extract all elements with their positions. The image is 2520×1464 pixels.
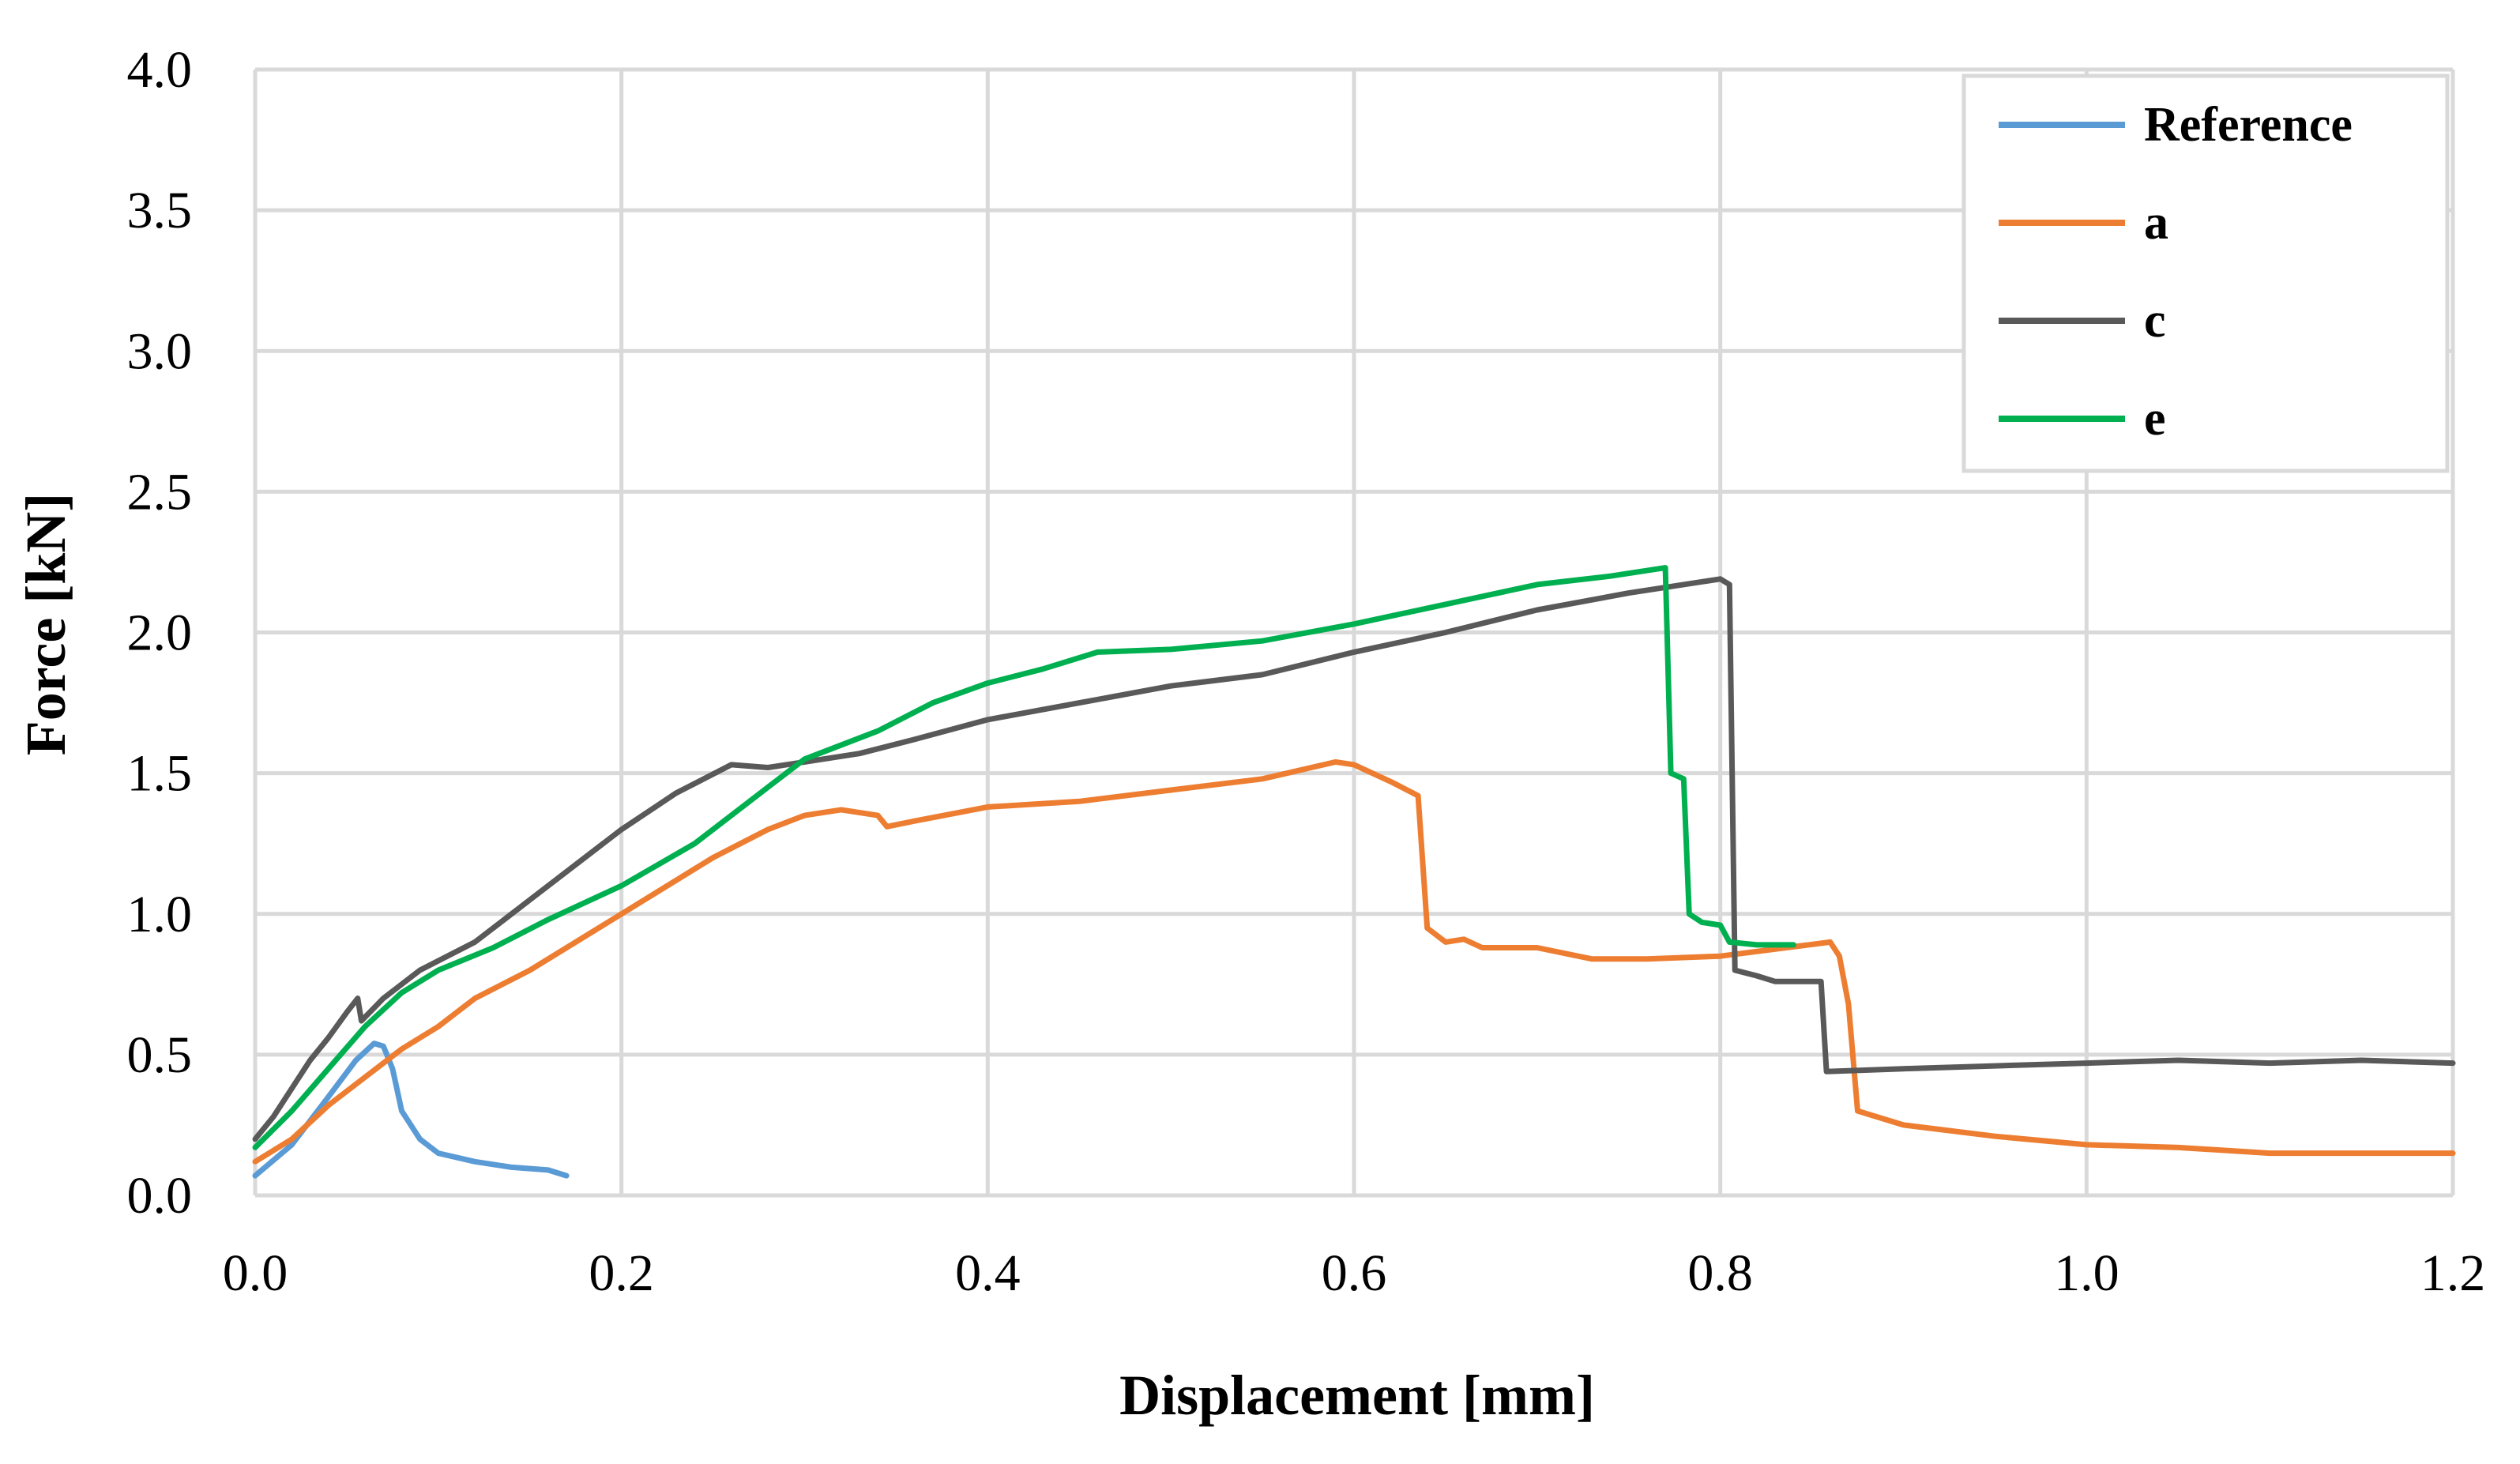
series-line-reference bbox=[252, 1041, 570, 1179]
y-tick-label: 2.0 bbox=[127, 604, 193, 662]
x-tick-label: 1.2 bbox=[2420, 1244, 2486, 1302]
series-line-e bbox=[252, 565, 1796, 1150]
x-axis-title: Displacement [mm] bbox=[1119, 1364, 1595, 1427]
y-tick-label: 1.0 bbox=[127, 886, 193, 943]
y-tick-label: 2.5 bbox=[127, 463, 193, 521]
y-tick-label: 0.0 bbox=[127, 1167, 193, 1225]
series-line-a bbox=[252, 758, 2456, 1165]
legend-box bbox=[1961, 73, 2450, 473]
y-tick-label: 3.5 bbox=[127, 182, 193, 239]
x-tick-label: 0.6 bbox=[1322, 1244, 1387, 1302]
x-axis-tick-labels: 0.0 0.2 0.4 0.6 0.8 1.0 1.2 bbox=[223, 1244, 2486, 1302]
y-tick-label: 4.0 bbox=[127, 41, 193, 99]
x-tick-label: 0.4 bbox=[955, 1244, 1021, 1302]
series-line-c bbox=[252, 576, 2456, 1142]
legend: Reference ace bbox=[1961, 73, 2450, 473]
y-axis-title: Force [kN] bbox=[14, 493, 77, 756]
legend-label-e: e bbox=[2144, 392, 2166, 446]
x-tick-label: 0.8 bbox=[1687, 1244, 1753, 1302]
y-tick-label: 3.0 bbox=[127, 322, 193, 380]
legend-label-c: c bbox=[2144, 294, 2166, 348]
y-tick-label: 0.5 bbox=[127, 1026, 193, 1084]
y-tick-label: 1.5 bbox=[127, 745, 193, 803]
x-tick-label: 0.0 bbox=[223, 1244, 288, 1302]
y-axis-tick-labels: 0.0 0.5 1.0 1.5 2.0 2.5 3.0 3.5 4.0 bbox=[127, 41, 193, 1225]
legend-label-a: a bbox=[2144, 196, 2168, 250]
x-tick-label: 0.2 bbox=[589, 1244, 654, 1302]
x-tick-label: 1.0 bbox=[2054, 1244, 2119, 1302]
series-layer bbox=[252, 565, 2456, 1179]
legend-label-reference: Reference bbox=[2144, 98, 2353, 152]
